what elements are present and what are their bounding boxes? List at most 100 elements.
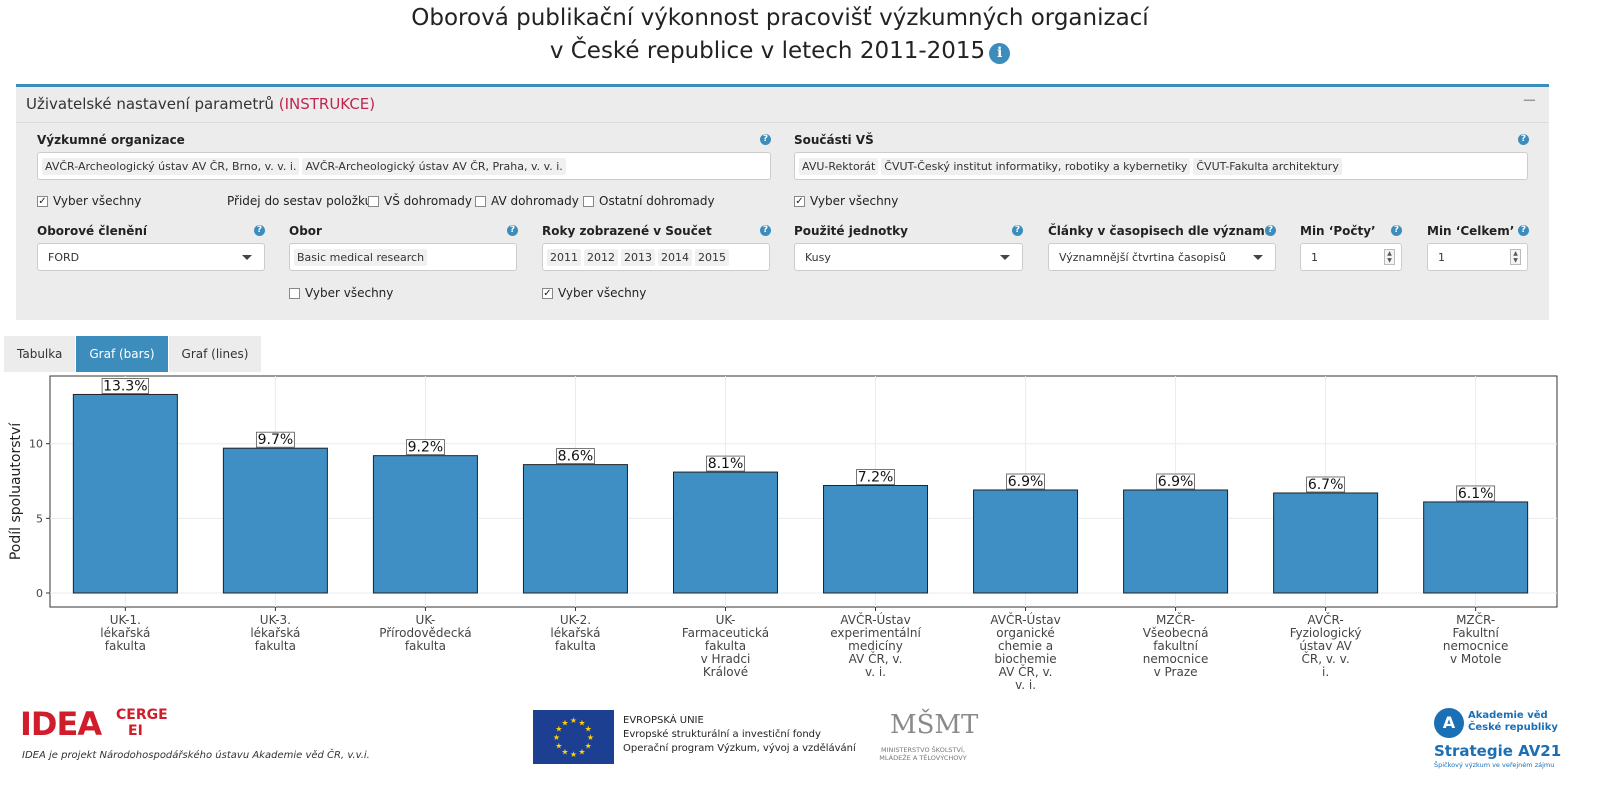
checkbox-icon[interactable] — [475, 195, 486, 207]
select-all-years-checkbox[interactable]: ✓ Vyber všechny — [542, 286, 646, 300]
instructions-link[interactable]: (INSTRUKCE) — [278, 95, 376, 113]
bar-label: 6.9% — [1008, 474, 1044, 490]
x-tick-label: UK-2. — [560, 613, 591, 627]
help-icon[interactable]: ? — [760, 134, 771, 145]
help-icon[interactable]: ? — [507, 225, 518, 236]
year-tag[interactable]: 2013 — [621, 248, 655, 266]
tab-graph-lines[interactable]: Graf (lines) — [168, 336, 263, 372]
articles-select[interactable]: Významnější čtvrtina časopisů — [1048, 243, 1276, 271]
help-icon[interactable]: ? — [1265, 225, 1276, 236]
year-tag[interactable]: 2015 — [695, 248, 729, 266]
field-input[interactable]: Basic medical research — [289, 243, 517, 271]
x-tick-label: organické — [996, 626, 1054, 640]
bar — [672, 471, 778, 594]
select-all-parts-checkbox[interactable]: ✓ Vyber všechny — [794, 194, 898, 208]
select-all-fields-checkbox[interactable]: Vyber všechny — [289, 286, 393, 300]
bar-label: 6.1% — [1458, 486, 1494, 502]
checkbox-checked-icon[interactable]: ✓ — [542, 287, 553, 299]
eu-star-icon: ★ — [561, 718, 568, 727]
select-all-orgs-checkbox[interactable]: ✓ Vyber všechny — [37, 194, 141, 208]
add-vs-checkbox[interactable]: VŠ dohromady — [368, 194, 472, 208]
add-av-label: AV dohromady — [491, 194, 579, 208]
years-input[interactable]: 2011 2012 2013 2014 2015 — [542, 243, 770, 271]
bar — [1273, 492, 1379, 594]
units-select[interactable]: Kusy — [794, 243, 1023, 271]
idea-logo-text: IDEA — [20, 705, 102, 743]
add-av-checkbox[interactable]: AV dohromady — [475, 194, 579, 208]
part-tag[interactable]: ČVUT-Český institut informatiky, robotik… — [881, 157, 1191, 175]
x-tick-label: Fakultní — [1452, 626, 1499, 640]
y-tick-label: 5 — [36, 512, 43, 525]
av-strategy: Strategie AV21 — [1434, 742, 1562, 760]
help-icon[interactable]: ? — [760, 225, 771, 236]
x-tick-label: ČR, v. v. — [1302, 651, 1350, 666]
av21-logo: A Akademie věd České republiky Strategie … — [1430, 706, 1590, 776]
chevron-down-icon — [1253, 254, 1263, 260]
x-tick-label: UK-3. — [260, 613, 291, 627]
x-tick-label: AVČR-Ústav — [840, 612, 910, 627]
year-tag[interactable]: 2011 — [547, 248, 581, 266]
add-vs-label: VŠ dohromady — [384, 194, 472, 208]
field-label: Obor — [289, 224, 322, 238]
x-tick-label: Přírodovědecká — [379, 626, 471, 640]
info-icon[interactable]: i — [989, 43, 1011, 64]
footer: IDEA CERGE EI IDEA je projekt Národohosp… — [0, 700, 1600, 795]
add-other-checkbox[interactable]: Ostatní dohromady — [583, 194, 715, 208]
msmt-logo: MŠMT MINISTERSTVO ŠKOLSTVÍ, MLÁDEŽE A TĚ… — [868, 708, 978, 768]
x-tick-label: experimentální — [830, 626, 921, 640]
spinner-icon[interactable]: ▲ ▼ — [1510, 249, 1521, 265]
x-tick-label: biochemie — [994, 652, 1056, 666]
org-tag[interactable]: AVČR-Archeologický ústav AV ČR, Praha, v… — [302, 157, 566, 175]
av-logo-icon: A — [1434, 708, 1464, 738]
bar — [1423, 501, 1529, 594]
part-tag[interactable]: ČVUT-Fakulta architektury — [1193, 157, 1342, 175]
tab-graph-bars[interactable]: Graf (bars) — [76, 336, 169, 372]
checkbox-checked-icon[interactable]: ✓ — [37, 195, 48, 207]
org-tag[interactable]: AVČR-Archeologický ústav AV ČR, Brno, v.… — [42, 157, 300, 175]
spinner-icon[interactable]: ▲ ▼ — [1384, 249, 1395, 265]
bar-label: 6.7% — [1308, 477, 1344, 493]
field-tag[interactable]: Basic medical research — [294, 248, 428, 266]
add-items-label: Přidej do sestav položku: — [227, 194, 377, 208]
x-tick-label: UK- — [416, 613, 436, 627]
part-tag[interactable]: AVU-Rektorát — [799, 157, 879, 175]
research-orgs-input[interactable]: AVČR-Archeologický ústav AV ČR, Brno, v.… — [37, 152, 771, 180]
bar — [1123, 489, 1229, 594]
checkbox-checked-icon[interactable]: ✓ — [794, 195, 805, 207]
field-division-select[interactable]: FORD — [37, 243, 265, 271]
eu-star-icon: ★ — [587, 733, 594, 742]
eu-star-icon: ★ — [578, 718, 585, 727]
min-count-input[interactable]: 1 ▲ ▼ — [1300, 243, 1402, 271]
x-tick-label: fakultní — [1153, 639, 1198, 653]
x-tick-label: MZČR- — [1456, 612, 1495, 627]
bar-label: 9.7% — [258, 432, 294, 448]
min-total-label: Min ‘Celkem’ — [1427, 224, 1515, 238]
year-tag[interactable]: 2014 — [658, 248, 692, 266]
x-tick-label: fakulta — [105, 639, 146, 653]
bar-label-box — [101, 378, 149, 394]
bar-label: 8.1% — [708, 456, 744, 472]
min-total-input[interactable]: 1 ▲ ▼ — [1427, 243, 1528, 271]
help-icon[interactable]: ? — [1518, 134, 1529, 145]
help-icon[interactable]: ? — [254, 225, 265, 236]
checkbox-icon[interactable] — [289, 287, 300, 299]
x-tick-label: v Hradci — [701, 652, 751, 666]
select-all-years-label: Vyber všechny — [558, 286, 647, 300]
collapse-button[interactable]: − — [1521, 90, 1537, 111]
help-icon[interactable]: ? — [1012, 225, 1023, 236]
year-tag[interactable]: 2012 — [584, 248, 618, 266]
uni-parts-input[interactable]: AVU-Rektorát ČVUT-Český institut informa… — [794, 152, 1528, 180]
tab-table[interactable]: Tabulka — [4, 336, 77, 372]
x-tick-label: MZČR- — [1156, 612, 1195, 627]
eu-star-icon: ★ — [570, 750, 577, 759]
checkbox-icon[interactable] — [368, 195, 379, 207]
bar — [522, 464, 628, 594]
checkbox-icon[interactable] — [583, 195, 594, 207]
help-icon[interactable]: ? — [1391, 225, 1402, 236]
research-orgs-label: Výzkumné organizace — [37, 133, 185, 147]
title-line-1: Oborová publikační výkonnost pracovišť v… — [411, 5, 1149, 31]
chevron-down-icon — [242, 254, 252, 260]
help-icon[interactable]: ? — [1518, 225, 1529, 236]
eu-star-icon: ★ — [570, 716, 577, 725]
eu-star-icon: ★ — [555, 742, 562, 751]
